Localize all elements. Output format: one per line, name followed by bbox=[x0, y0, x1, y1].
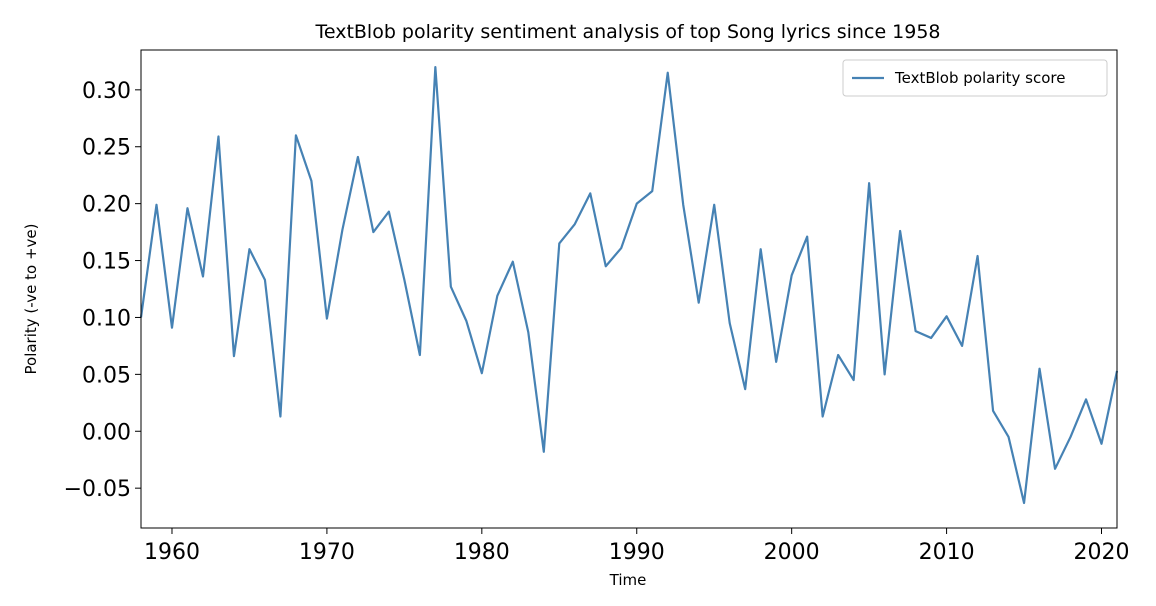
x-tick-label: 1990 bbox=[609, 540, 665, 565]
x-tick-label: 1960 bbox=[144, 540, 200, 565]
x-tick-label: 1980 bbox=[454, 540, 510, 565]
plot-frame bbox=[140, 49, 1118, 529]
y-tick-label: 0.15 bbox=[82, 250, 131, 275]
y-tick-label: 0.20 bbox=[82, 193, 131, 218]
y-tick-label: 0.10 bbox=[82, 306, 131, 331]
legend: TextBlob polarity score bbox=[842, 59, 1108, 97]
chart-title: TextBlob polarity sentiment analysis of … bbox=[314, 21, 940, 43]
plot-area: 1960 1970 1980 1990 2000 2010 2020 −0.05 0.00 0.0… bbox=[64, 49, 1130, 565]
x-tick-label: 2020 bbox=[1074, 540, 1130, 565]
y-axis-label: Polarity (-ve to +ve) bbox=[22, 224, 40, 375]
x-tick-label: 1970 bbox=[299, 540, 355, 565]
y-tick-label: 0.30 bbox=[82, 79, 131, 104]
x-tick-label: 2010 bbox=[919, 540, 975, 565]
x-tick-label: 2000 bbox=[764, 540, 820, 565]
series-line-0 bbox=[139, 65, 1119, 505]
y-tick-label: −0.05 bbox=[64, 477, 131, 502]
y-tick-label: 0.00 bbox=[82, 420, 131, 445]
legend-box bbox=[842, 59, 1108, 97]
y-tick-label: 0.05 bbox=[82, 363, 131, 388]
y-tick-label: 0.25 bbox=[82, 136, 131, 161]
legend-label: TextBlob polarity score bbox=[894, 69, 1066, 87]
x-axis-label: Time bbox=[609, 571, 647, 589]
